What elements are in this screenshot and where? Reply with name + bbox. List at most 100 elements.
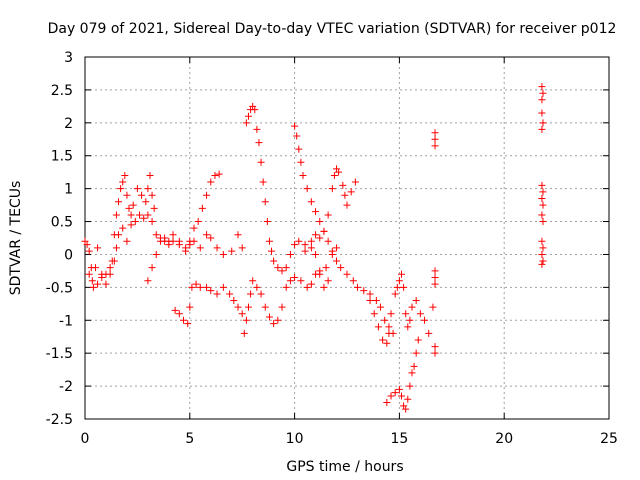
data-point [425,329,433,337]
data-point [297,158,305,166]
data-point [144,277,152,285]
data-point [148,264,156,272]
data-point [175,310,183,318]
data-point [431,267,439,275]
data-point [192,280,200,288]
data-point [431,273,439,281]
data-point [293,132,301,140]
data-point [150,204,158,212]
data-point [339,181,347,189]
data-point [387,310,395,318]
data-point [244,112,252,120]
data-point [274,264,282,272]
data-point [538,250,546,258]
data-point [207,178,215,186]
data-point [255,139,263,147]
data-point [333,257,341,265]
data-point [307,198,315,206]
data-point [265,237,273,245]
data-point [156,237,164,245]
data-point [324,211,332,219]
data-point [265,313,273,321]
data-point [312,250,320,258]
data-point [330,171,338,179]
data-point [343,270,351,278]
data-point [175,241,183,249]
y-tick-label: -0.5 [46,280,73,296]
data-point [539,188,547,196]
data-point [270,320,278,328]
data-point [385,323,393,331]
data-point [286,250,294,258]
data-point [112,211,120,219]
data-point [274,316,282,324]
data-point [397,392,405,400]
data-point [291,273,299,281]
data-point [253,125,261,133]
data-point [148,191,156,199]
data-point [395,385,403,393]
data-points [81,83,547,413]
data-point [538,260,546,268]
data-point [242,119,250,127]
data-point [135,211,143,219]
data-point [226,290,234,298]
data-point [431,142,439,150]
data-point [372,297,380,305]
data-point [219,250,227,258]
data-point [251,106,259,114]
data-point [303,283,311,291]
data-point [196,244,204,252]
data-point [341,191,349,199]
data-point [203,283,211,291]
data-point [278,267,286,275]
data-point [129,201,137,209]
data-point [414,336,422,344]
data-point [89,283,97,291]
data-point [402,310,410,318]
data-point [538,211,546,219]
y-tick-label: 0.5 [51,215,73,231]
data-point [387,392,395,400]
x-axis-title: GPS time / hours [286,459,403,475]
data-point [148,218,156,226]
data-point [127,221,135,229]
data-point [88,277,96,285]
data-point [196,283,204,291]
data-point [360,287,368,295]
data-point [379,336,387,344]
data-point [194,218,202,226]
data-point [125,204,133,212]
data-point [203,191,211,199]
y-tick-label: -1 [59,313,73,329]
data-point [408,369,416,377]
data-point [169,231,177,239]
data-point [106,264,114,272]
data-point [261,303,269,311]
data-point [286,277,294,285]
data-point [238,244,246,252]
data-point [395,277,403,285]
data-point [404,395,412,403]
y-tick-label: -2.5 [46,412,73,428]
data-point [144,211,152,219]
data-point [115,198,123,206]
data-point [335,168,343,176]
x-tick-label: 25 [600,431,618,447]
data-point [213,290,221,298]
data-point [282,283,290,291]
data-point [431,280,439,288]
data-point [328,185,336,193]
data-point [377,303,385,311]
data-point [228,247,236,255]
data-point [347,188,355,196]
data-point [278,303,286,311]
data-point [337,264,345,272]
data-point [161,234,169,242]
data-point [180,316,188,324]
data-point [119,178,127,186]
y-tick-label: 2 [64,116,73,132]
data-point [291,122,299,130]
data-point [182,247,190,255]
data-point [539,218,547,226]
